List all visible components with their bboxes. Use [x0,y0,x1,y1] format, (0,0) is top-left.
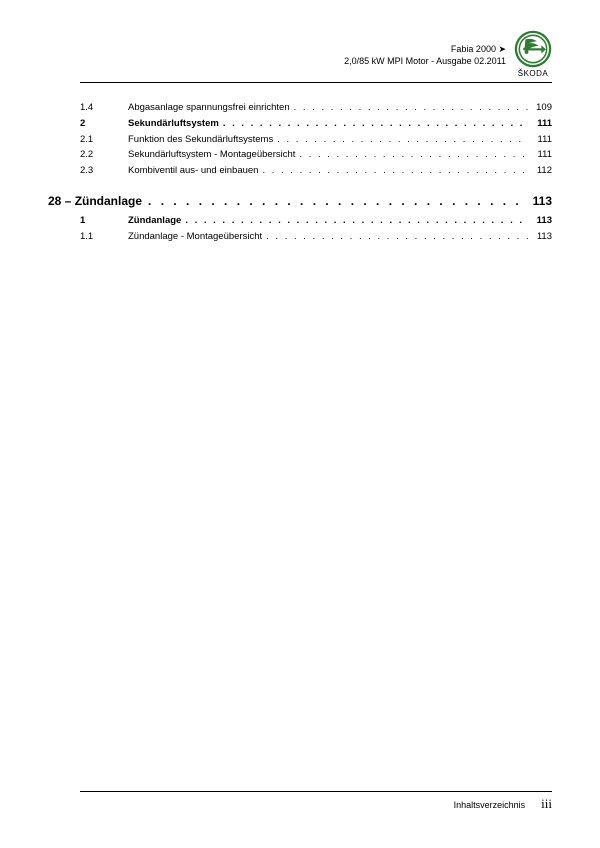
toc-entry-title: Abgasanlage spannungsfrei einrichten [128,101,294,115]
header-text: Fabia 2000 ➤ 2,0/85 kW MPI Motor - Ausga… [344,44,506,67]
toc-entry-number: 2 [80,117,128,131]
toc-row: 1Zündanlage. . . . . . . . . . . . . . .… [80,214,552,228]
toc-entry-page: 113 [528,214,552,228]
brand-logo-wrap: ŠKODA [514,30,552,78]
toc-dots: . . . . . . . . . . . . . . . . . . . . … [148,194,527,208]
toc-entry-page: 111 [528,133,552,147]
toc-entry-number: 1.4 [80,101,128,115]
toc-chapter-page: 113 [527,194,552,208]
header-line1: Fabia 2000 ➤ [344,44,506,56]
toc-entry-title: Sekundärluftsystem [128,117,223,131]
toc-dots: . . . . . . . . . . . . . . . . . . . . … [185,214,528,228]
toc-dots: . . . . . . . . . . . . . . . . . . . . … [294,101,528,115]
toc-entry-title: Zündanlage - Montageübersicht [128,230,266,244]
toc-dots: . . . . . . . . . . . . . . . . . . . . … [299,148,528,162]
toc-dots: . . . . . . . . . . . . . . . . . . . . … [266,230,528,244]
toc-entry-title: Sekundärluftsystem - Montageübersicht [128,148,299,162]
toc-row: 1.1Zündanlage - Montageübersicht. . . . … [80,230,552,244]
toc-entry-number: 2.1 [80,133,128,147]
page: Fabia 2000 ➤ 2,0/85 kW MPI Motor - Ausga… [0,0,600,848]
toc-entry-page: 111 [528,117,552,131]
table-of-contents: 1.4Abgasanlage spannungsfrei einrichten.… [80,101,552,243]
brand-label: ŠKODA [518,69,549,78]
toc-entry-number: 1.1 [80,230,128,244]
toc-row: 2.3Kombiventil aus- und einbauen. . . . … [80,164,552,178]
toc-row: 1.4Abgasanlage spannungsfrei einrichten.… [80,101,552,115]
toc-entry-title: Kombiventil aus- und einbauen [128,164,262,178]
page-footer: Inhaltsverzeichnis iii [80,791,552,812]
toc-entry-page: 112 [528,164,552,178]
toc-dots: . . . . . . . . . . . . . . . . . . . . … [262,164,528,178]
toc-dots: . . . . . . . . . . . . . . . . . . . . … [223,117,528,131]
toc-row: 2Sekundärluftsystem. . . . . . . . . . .… [80,117,552,131]
toc-entry-page: 109 [528,101,552,115]
toc-entry-number: 2.2 [80,148,128,162]
toc-dots: . . . . . . . . . . . . . . . . . . . . … [277,133,528,147]
footer-label: Inhaltsverzeichnis [454,800,526,810]
page-header: Fabia 2000 ➤ 2,0/85 kW MPI Motor - Ausga… [80,30,552,83]
toc-row: 2.1Funktion des Sekundärluftsystems. . .… [80,133,552,147]
footer-page-number: iii [541,796,552,812]
toc-chapter-title: 28 – Zündanlage [48,194,148,208]
toc-chapter-row: 28 – Zündanlage . . . . . . . . . . . . … [48,194,552,208]
toc-entry-number: 1 [80,214,128,228]
toc-entry-page: 111 [528,148,552,162]
toc-entry-title: Zündanlage [128,214,185,228]
toc-row: 2.2Sekundärluftsystem - Montageübersicht… [80,148,552,162]
toc-entry-title: Funktion des Sekundärluftsystems [128,133,277,147]
toc-entry-page: 113 [528,230,552,244]
header-line2: 2,0/85 kW MPI Motor - Ausgabe 02.2011 [344,56,506,68]
skoda-logo-icon [514,30,552,68]
toc-entry-number: 2.3 [80,164,128,178]
